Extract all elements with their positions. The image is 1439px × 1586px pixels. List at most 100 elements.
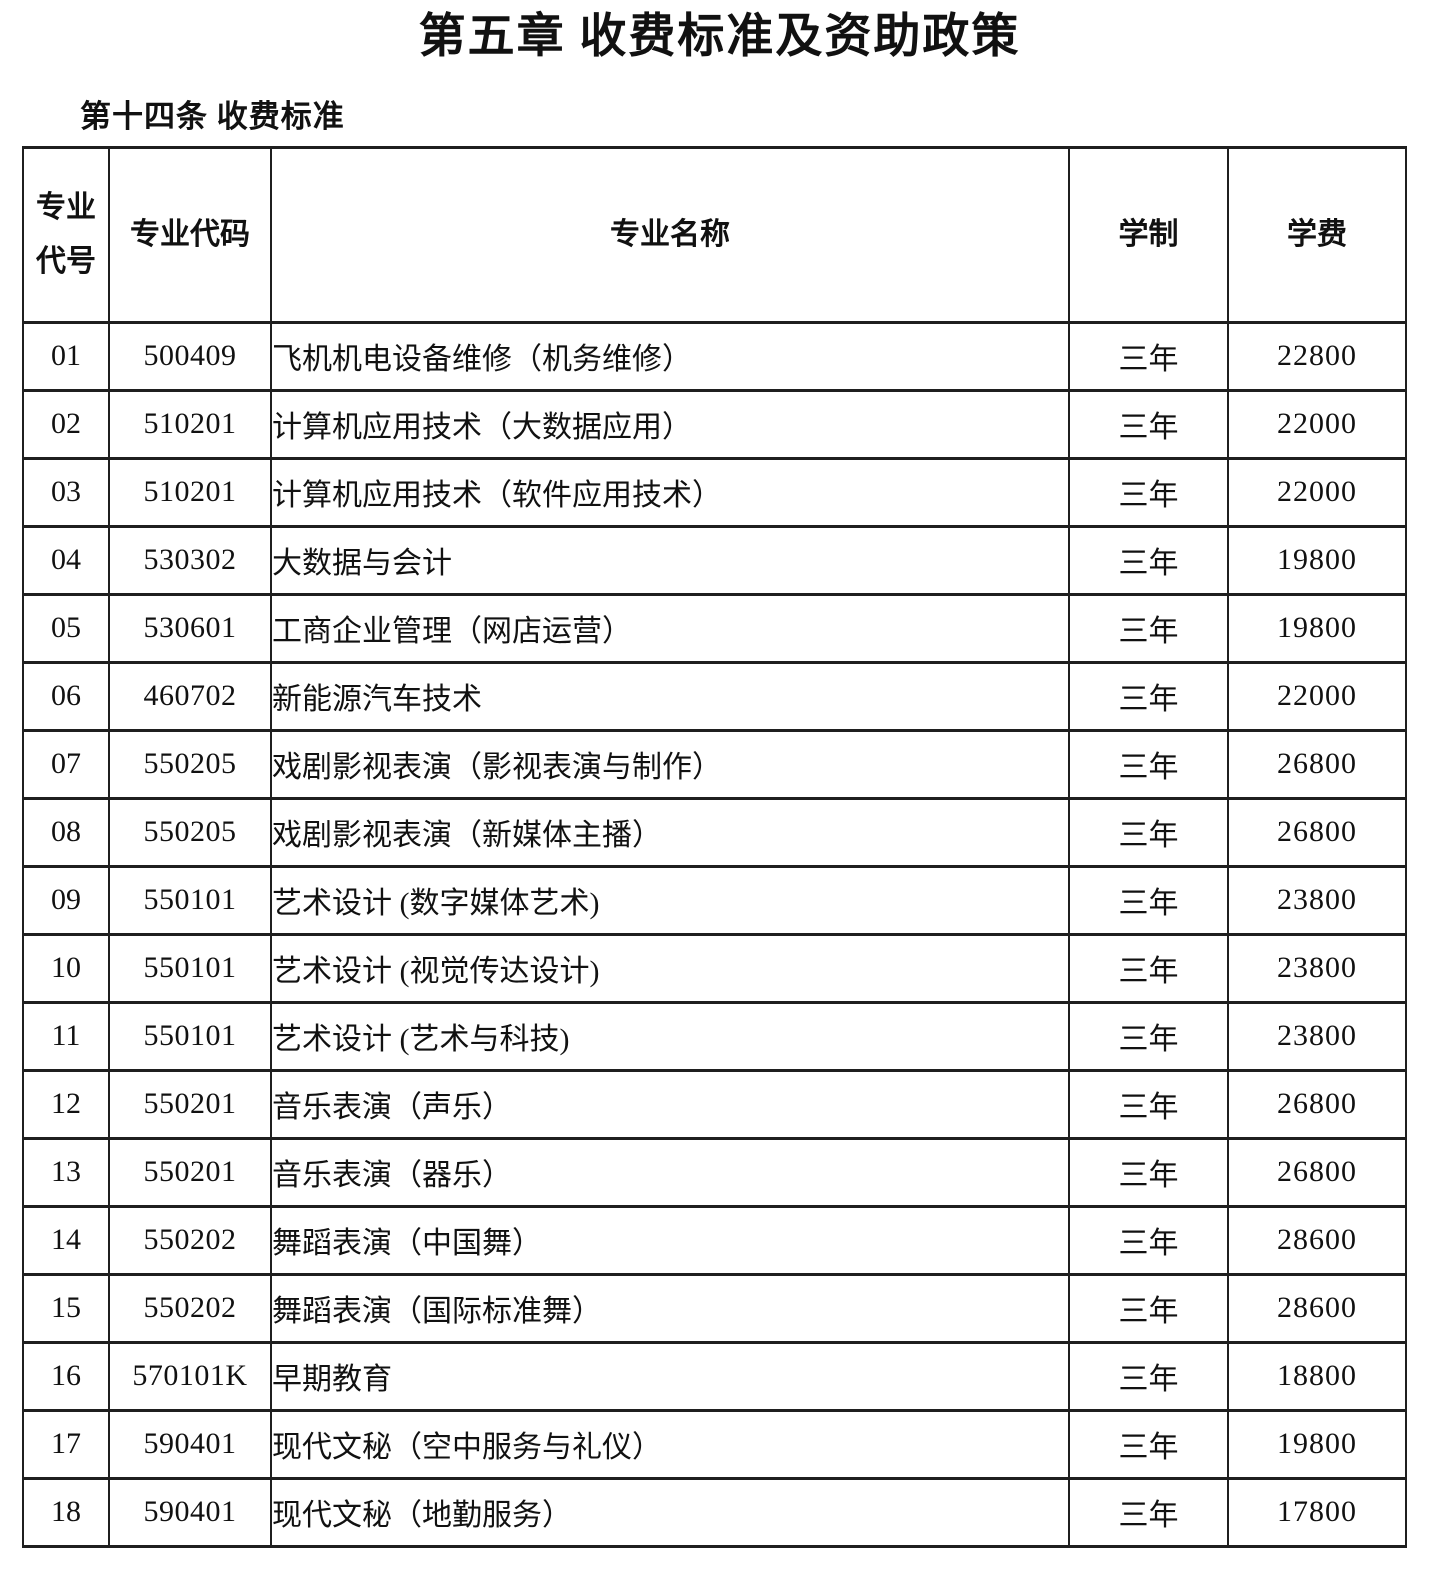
duration-cell: 三年 <box>1068 1272 1229 1344</box>
major-number-cell: 17 <box>22 1408 110 1480</box>
duration-cell: 三年 <box>1068 320 1229 392</box>
major-code-cell: 550202 <box>108 1204 272 1276</box>
duration-cell: 三年 <box>1068 524 1229 596</box>
major-number-cell: 08 <box>22 796 110 868</box>
major-number-cell: 05 <box>22 592 110 664</box>
major-number-cell: 07 <box>22 728 110 800</box>
tuition-cell: 23800 <box>1227 1000 1407 1072</box>
table-row: 03 510201 计算机应用技术（软件应用技术） 三年 22000 <box>22 456 1407 528</box>
tuition-cell: 26800 <box>1227 1068 1407 1140</box>
duration-cell: 三年 <box>1068 456 1229 528</box>
major-name-cell: 新能源汽车技术 <box>270 660 1070 732</box>
table-row: 17 590401 现代文秘（空中服务与礼仪） 三年 19800 <box>22 1408 1407 1480</box>
major-number-cell: 11 <box>22 1000 110 1072</box>
major-code-cell: 460702 <box>108 660 272 732</box>
major-number-cell: 12 <box>22 1068 110 1140</box>
major-number-cell: 16 <box>22 1340 110 1412</box>
tuition-cell: 22000 <box>1227 456 1407 528</box>
major-number-cell: 14 <box>22 1204 110 1276</box>
duration-cell: 三年 <box>1068 932 1229 1004</box>
major-name-cell: 现代文秘（空中服务与礼仪） <box>270 1408 1070 1480</box>
fee-standards-table: 专业代号 专业代码 专业名称 学制 学费 01 500409 飞机机电设备维修（机务… <box>22 145 1407 1548</box>
tuition-cell: 28600 <box>1227 1272 1407 1344</box>
major-number-cell: 06 <box>22 660 110 732</box>
major-name-cell: 舞蹈表演（中国舞） <box>270 1204 1070 1276</box>
table-row: 10 550101 艺术设计 (视觉传达设计) 三年 23800 <box>22 932 1407 1004</box>
major-name-cell: 计算机应用技术（大数据应用） <box>270 388 1070 460</box>
duration-cell: 三年 <box>1068 592 1229 664</box>
major-number-cell: 04 <box>22 524 110 596</box>
header-major-number: 专业代号 <box>22 145 110 324</box>
major-code-cell: 530302 <box>108 524 272 596</box>
major-name-cell: 艺术设计 (艺术与科技) <box>270 1000 1070 1072</box>
table-row: 13 550201 音乐表演（器乐） 三年 26800 <box>22 1136 1407 1208</box>
header-major-name: 专业名称 <box>270 145 1070 324</box>
tuition-cell: 26800 <box>1227 728 1407 800</box>
table-row: 02 510201 计算机应用技术（大数据应用） 三年 22000 <box>22 388 1407 460</box>
major-number-cell: 10 <box>22 932 110 1004</box>
table-row: 12 550201 音乐表演（声乐） 三年 26800 <box>22 1068 1407 1140</box>
major-name-cell: 艺术设计 (数字媒体艺术) <box>270 864 1070 936</box>
duration-cell: 三年 <box>1068 1136 1229 1208</box>
major-name-cell: 计算机应用技术（软件应用技术） <box>270 456 1070 528</box>
tuition-cell: 19800 <box>1227 524 1407 596</box>
header-major-code: 专业代码 <box>108 145 272 324</box>
major-code-cell: 550205 <box>108 728 272 800</box>
major-code-cell: 550202 <box>108 1272 272 1344</box>
duration-cell: 三年 <box>1068 1204 1229 1276</box>
tuition-cell: 19800 <box>1227 592 1407 664</box>
duration-cell: 三年 <box>1068 660 1229 732</box>
major-name-cell: 戏剧影视表演（新媒体主播） <box>270 796 1070 868</box>
duration-cell: 三年 <box>1068 1408 1229 1480</box>
major-name-cell: 早期教育 <box>270 1340 1070 1412</box>
table-row: 11 550101 艺术设计 (艺术与科技) 三年 23800 <box>22 1000 1407 1072</box>
major-code-cell: 530601 <box>108 592 272 664</box>
duration-cell: 三年 <box>1068 1068 1229 1140</box>
duration-cell: 三年 <box>1068 1476 1229 1548</box>
table-row: 14 550202 舞蹈表演（中国舞） 三年 28600 <box>22 1204 1407 1276</box>
major-name-cell: 工商企业管理（网店运营） <box>270 592 1070 664</box>
duration-cell: 三年 <box>1068 864 1229 936</box>
table-row: 04 530302 大数据与会计 三年 19800 <box>22 524 1407 596</box>
table-row: 18 590401 现代文秘（地勤服务） 三年 17800 <box>22 1476 1407 1548</box>
major-name-cell: 现代文秘（地勤服务） <box>270 1476 1070 1548</box>
duration-cell: 三年 <box>1068 1000 1229 1072</box>
table-row: 06 460702 新能源汽车技术 三年 22000 <box>22 660 1407 732</box>
major-code-cell: 590401 <box>108 1476 272 1548</box>
major-name-cell: 飞机机电设备维修（机务维修） <box>270 320 1070 392</box>
chapter-title: 第五章 收费标准及资助政策 <box>418 11 1021 63</box>
major-name-cell: 艺术设计 (视觉传达设计) <box>270 932 1070 1004</box>
major-code-cell: 570101K <box>108 1340 272 1412</box>
table-row: 16 570101K 早期教育 三年 18800 <box>22 1340 1407 1412</box>
major-code-cell: 510201 <box>108 456 272 528</box>
major-code-cell: 590401 <box>108 1408 272 1480</box>
article-heading: 第十四条 收费标准 <box>80 98 345 134</box>
major-code-cell: 550205 <box>108 796 272 868</box>
table-row: 09 550101 艺术设计 (数字媒体艺术) 三年 23800 <box>22 864 1407 936</box>
table-row: 08 550205 戏剧影视表演（新媒体主播） 三年 26800 <box>22 796 1407 868</box>
major-code-cell: 550201 <box>108 1068 272 1140</box>
table-row: 05 530601 工商企业管理（网店运营） 三年 19800 <box>22 592 1407 664</box>
table-header-row: 专业代号 专业代码 专业名称 学制 学费 <box>22 145 1407 324</box>
table-row: 01 500409 飞机机电设备维修（机务维修） 三年 22800 <box>22 320 1407 392</box>
major-code-cell: 550201 <box>108 1136 272 1208</box>
major-code-cell: 510201 <box>108 388 272 460</box>
major-number-cell: 18 <box>22 1476 110 1548</box>
table-row: 07 550205 戏剧影视表演（影视表演与制作） 三年 26800 <box>22 728 1407 800</box>
major-code-cell: 550101 <box>108 1000 272 1072</box>
major-name-cell: 大数据与会计 <box>270 524 1070 596</box>
major-name-cell: 戏剧影视表演（影视表演与制作） <box>270 728 1070 800</box>
major-code-cell: 550101 <box>108 932 272 1004</box>
fee-table-body: 01 500409 飞机机电设备维修（机务维修） 三年 22800 02 510201 计算机… <box>22 320 1407 1548</box>
table-row: 15 550202 舞蹈表演（国际标准舞） 三年 28600 <box>22 1272 1407 1344</box>
duration-cell: 三年 <box>1068 796 1229 868</box>
major-number-cell: 09 <box>22 864 110 936</box>
duration-cell: 三年 <box>1068 728 1229 800</box>
major-name-cell: 音乐表演（器乐） <box>270 1136 1070 1208</box>
header-duration: 学制 <box>1068 145 1229 324</box>
major-name-cell: 舞蹈表演（国际标准舞） <box>270 1272 1070 1344</box>
tuition-cell: 28600 <box>1227 1204 1407 1276</box>
major-number-cell: 15 <box>22 1272 110 1344</box>
header-tuition: 学费 <box>1227 145 1407 324</box>
